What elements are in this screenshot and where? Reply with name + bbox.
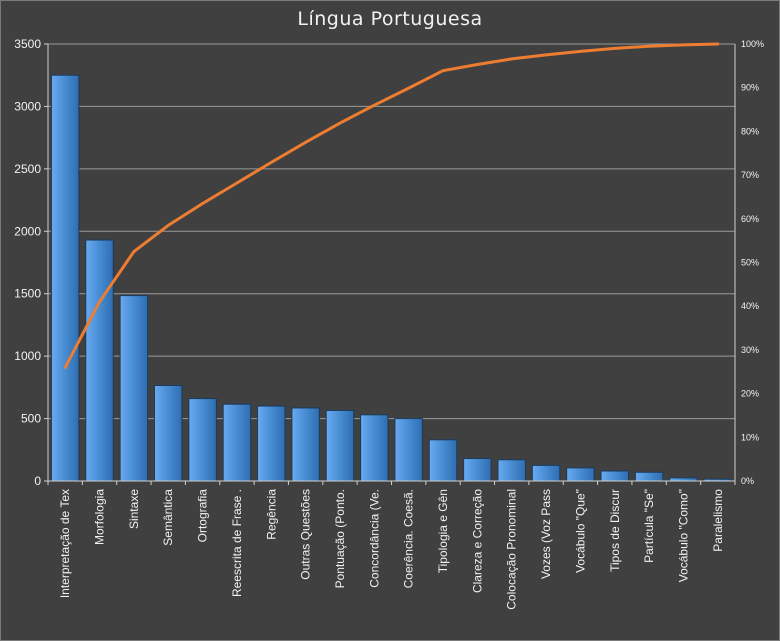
x-tick-label: Partícula "Se" bbox=[642, 489, 656, 563]
x-tick-label: Vocábulo "Como" bbox=[676, 489, 690, 582]
y-tick-label: 2000 bbox=[14, 224, 41, 238]
x-tick-label: Pontuação (Ponto. bbox=[333, 489, 347, 588]
axes bbox=[44, 43, 736, 485]
x-axis-labels: Interpretação de Tex Morfologia Sintaxe Sem… bbox=[58, 489, 725, 610]
y-tick-label: 0 bbox=[34, 474, 41, 488]
y-tick-label: 500 bbox=[21, 412, 41, 426]
bar bbox=[153, 384, 183, 482]
x-tick-label: Tipos de Discur bbox=[608, 489, 622, 572]
x-tick-label: Concordância (Ve. bbox=[367, 489, 381, 588]
bar bbox=[497, 459, 526, 482]
bar bbox=[531, 464, 561, 482]
x-tick-label: Clareza e Correção bbox=[470, 489, 484, 593]
bar bbox=[325, 409, 355, 482]
bar bbox=[50, 74, 80, 482]
chart-title: Língua Portuguesa bbox=[297, 8, 483, 30]
y-axis-labels: 0 500 1000 1500 2000 2500 3000 3500 bbox=[14, 37, 41, 488]
x-tick-label: Ortografia bbox=[196, 489, 210, 543]
x-tick-label: Tipologia e Gên bbox=[436, 489, 450, 573]
bar bbox=[428, 439, 458, 482]
y-tick-label: 1000 bbox=[14, 349, 41, 363]
x-tick-label: Reescrita de Frase . bbox=[230, 489, 244, 597]
y2-tick-label: 60% bbox=[741, 214, 759, 224]
bar bbox=[291, 407, 320, 482]
bar bbox=[257, 405, 286, 482]
y-tick-label: 3500 bbox=[14, 37, 41, 51]
y2-tick-label: 20% bbox=[741, 389, 759, 399]
y-tick-label: 2500 bbox=[14, 162, 41, 176]
y2-tick-label: 10% bbox=[741, 432, 759, 442]
x-tick-label: Vozes (Voz Pass bbox=[539, 489, 553, 579]
x-tick-label: Regência bbox=[264, 489, 278, 540]
bar bbox=[463, 458, 492, 482]
bar bbox=[188, 398, 217, 482]
bar bbox=[634, 471, 664, 482]
y2-axis-labels: 0% 10% 20% 30% 40% 50% 60% 70% 80% 90% 100% bbox=[741, 39, 764, 486]
y2-tick-label: 30% bbox=[741, 345, 759, 355]
x-tick-label: Sintaxe bbox=[127, 489, 141, 529]
bar bbox=[360, 414, 389, 482]
y2-tick-label: 80% bbox=[741, 126, 759, 136]
y2-tick-label: 90% bbox=[741, 83, 759, 93]
x-tick-label: Colocação Pronominal bbox=[505, 489, 519, 610]
bar bbox=[85, 239, 114, 482]
x-tick-label: Paralelismo bbox=[711, 489, 725, 552]
x-tick-label: Coerência. Coesã. bbox=[402, 489, 416, 588]
bar bbox=[566, 467, 595, 482]
cumulative-line-group bbox=[63, 42, 720, 369]
x-tick-label: Semântica bbox=[161, 489, 175, 546]
y-tick-label: 3000 bbox=[14, 99, 41, 113]
bar bbox=[222, 403, 252, 482]
x-tick-label: Vocábulo "Que" bbox=[573, 489, 587, 573]
bars bbox=[50, 74, 733, 482]
y-tick-label: 1500 bbox=[14, 287, 41, 301]
bar bbox=[394, 418, 423, 482]
cumulative-line bbox=[63, 42, 720, 369]
bar bbox=[600, 470, 630, 482]
y2-tick-label: 40% bbox=[741, 301, 759, 311]
bar bbox=[119, 295, 149, 482]
x-tick-label: Outras Questões bbox=[299, 489, 313, 580]
y2-tick-label: 50% bbox=[741, 258, 759, 268]
x-tick-label: Interpretação de Tex bbox=[58, 489, 72, 598]
x-tick-label: Morfologia bbox=[93, 489, 107, 545]
y2-tick-label: 100% bbox=[741, 39, 764, 49]
y2-tick-label: 0% bbox=[741, 476, 754, 486]
y2-tick-label: 70% bbox=[741, 170, 759, 180]
gridlines bbox=[48, 43, 735, 420]
